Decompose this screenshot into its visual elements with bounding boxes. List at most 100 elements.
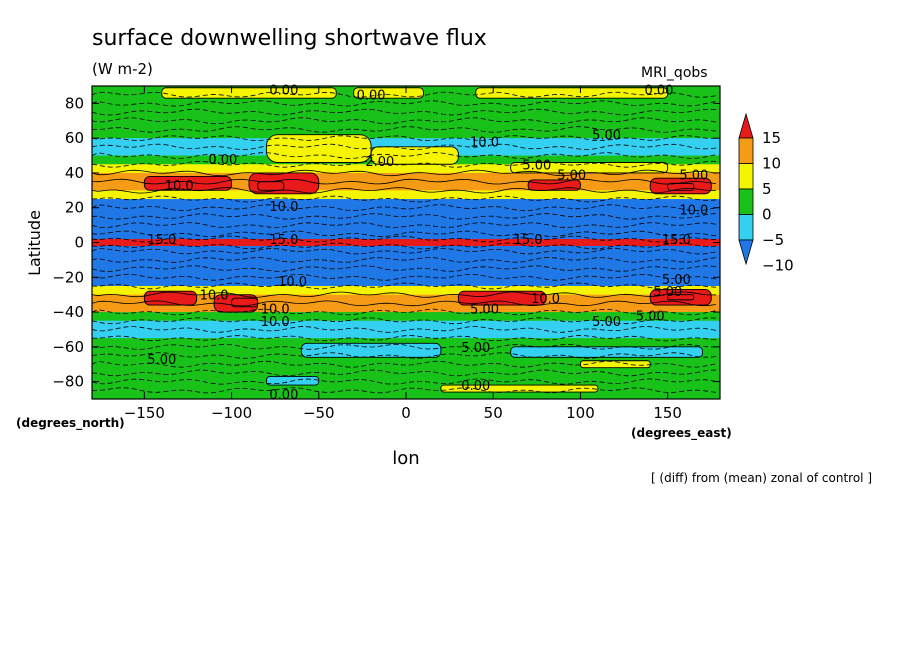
contour-label: 10.0 <box>470 136 499 151</box>
y-tick-label: 40 <box>65 164 84 182</box>
y-tick-label: 0 <box>74 234 84 252</box>
anomaly-patch <box>143 175 233 191</box>
plot-area: 0.00 0.00 0.00 10.0 5.00 0.00 2.00 5.00 5.00 5.00… <box>52 83 721 422</box>
zonal-band <box>92 239 720 247</box>
zonal-band <box>92 312 720 322</box>
contour-label: 0.00 <box>269 388 298 403</box>
contour-line <box>91 204 717 212</box>
contour-label: 0.00 <box>357 89 386 104</box>
x-tick-label: 150 <box>653 404 682 422</box>
contour-label: 5.00 <box>522 158 551 173</box>
contour-line <box>91 257 717 263</box>
contour-line <box>91 242 717 250</box>
contour-line <box>91 360 717 368</box>
zonal-band <box>92 164 720 174</box>
contour-label: 0.00 <box>269 83 298 98</box>
colorbar-segment <box>738 163 754 190</box>
zonal-band <box>92 112 720 122</box>
contour-line <box>91 143 717 151</box>
x-tick-label: 50 <box>484 404 503 422</box>
contour-label: 0.00 <box>461 379 490 394</box>
anomaly-patch <box>667 294 695 301</box>
contour-label: 0.00 <box>208 153 237 168</box>
zonal-band <box>92 277 720 287</box>
contour-line <box>91 291 717 298</box>
colorbar-segment <box>738 188 754 215</box>
anomaly-patch <box>457 290 547 306</box>
contour-label: 5.00 <box>636 310 665 325</box>
contour-line <box>91 178 717 185</box>
zonal-band <box>92 172 720 183</box>
contour-label: 5.00 <box>662 273 691 288</box>
contour-label: 15.0 <box>514 233 543 248</box>
zonal-band <box>92 120 720 130</box>
zonal-band <box>92 285 720 296</box>
contour-line <box>91 387 717 394</box>
zonal-band <box>92 245 720 252</box>
contour-label: 10.0 <box>269 200 298 215</box>
colorbar-label: −10 <box>762 257 794 275</box>
zonal-band <box>92 94 720 104</box>
contour-label: 10.0 <box>261 303 290 318</box>
contour-line <box>91 135 717 142</box>
colorbar-label: 15 <box>762 129 781 147</box>
y-tick-label: −20 <box>52 268 84 286</box>
contour-label: 0.00 <box>644 83 673 98</box>
colorbar-label: −5 <box>762 231 784 249</box>
contour-label: 5.00 <box>147 353 176 368</box>
contour-line <box>91 308 717 316</box>
contour-label: 15.0 <box>147 233 176 248</box>
contour-line <box>91 117 717 125</box>
contour-line <box>91 195 717 203</box>
contour-label: 10.0 <box>531 292 560 307</box>
anomaly-patch <box>300 342 442 358</box>
contour-line <box>91 222 717 229</box>
zonal-band <box>92 329 720 339</box>
contour-label: 10.0 <box>679 203 708 218</box>
colorbar-extend-max <box>738 112 754 139</box>
contour-label: 15.0 <box>662 233 691 248</box>
y-axis-label: Latitude <box>25 210 44 276</box>
contour-label: 10.0 <box>278 275 307 290</box>
contour-label: 5.00 <box>679 169 708 184</box>
contour-label: 10.0 <box>261 315 290 330</box>
contour-line <box>91 317 717 325</box>
colorbar: 15 10 5 0 −5 −10 <box>738 112 794 275</box>
contour-line <box>91 378 717 385</box>
y-tick-label: −40 <box>52 303 84 321</box>
zonal-band <box>92 207 720 217</box>
colorbar-segment <box>738 214 754 241</box>
contour-line <box>91 169 717 177</box>
anomaly-patch <box>510 346 704 358</box>
zonal-band <box>92 303 720 313</box>
zonal-band <box>92 268 720 278</box>
contour-line <box>91 213 717 220</box>
y-tick-label: 80 <box>65 94 84 112</box>
zonal-band <box>92 216 720 226</box>
contour-labels: 0.00 0.00 0.00 10.0 5.00 0.00 2.00 5.00 5.00 5.00… <box>147 83 708 402</box>
contour-line <box>91 91 717 98</box>
contour-line <box>91 273 717 281</box>
contour-line <box>91 369 717 377</box>
contour-label: 5.00 <box>470 303 499 318</box>
contour-line <box>91 265 717 272</box>
contour-line <box>91 300 717 307</box>
x-axis-label: lon <box>392 448 419 469</box>
contour-lines <box>91 91 717 394</box>
zonal-bands <box>92 86 720 400</box>
zonal-band <box>92 294 720 304</box>
contour-label: 5.00 <box>592 315 621 330</box>
zonal-band <box>92 190 720 200</box>
anomaly-patch <box>161 87 337 99</box>
contour-line <box>91 160 717 168</box>
contour-line <box>91 100 717 107</box>
zonal-band <box>92 103 720 113</box>
anomaly-patch <box>265 134 372 163</box>
anomaly-patch <box>440 384 599 393</box>
zonal-band <box>92 251 720 261</box>
contour-label: 2.00 <box>365 155 394 170</box>
footnote: [ (diff) from (mean) zonal of control ] <box>651 471 872 485</box>
contour-line <box>91 235 717 243</box>
x-axis-ticks: −150 −100 −50 0 50 100 150 <box>124 86 682 422</box>
